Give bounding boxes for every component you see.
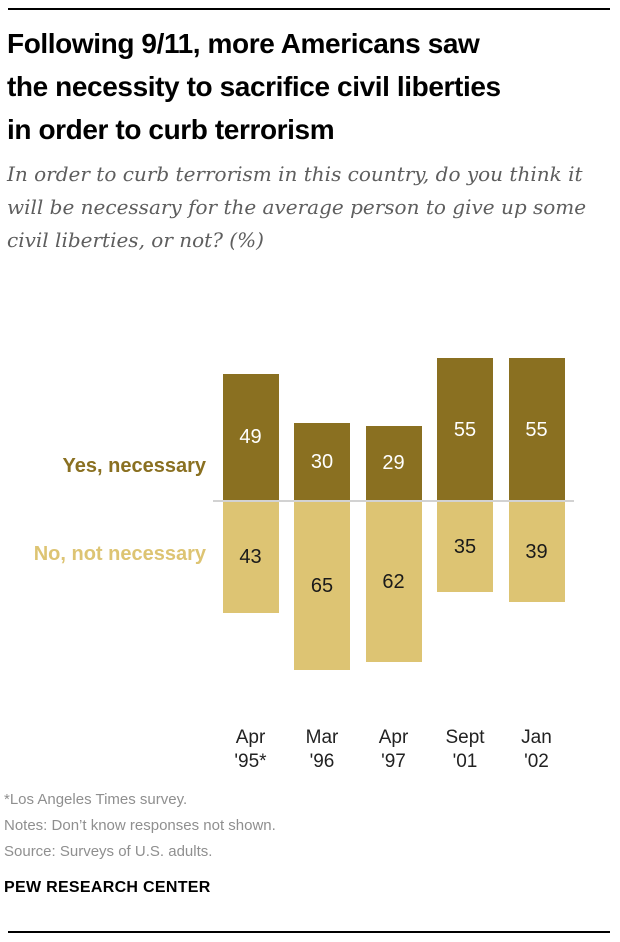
- footnote-notes: Notes: Don’t know responses not shown.: [4, 817, 276, 834]
- axis-label-month: Jan: [521, 727, 552, 748]
- axis-label-1: Mar '96: [286, 726, 358, 774]
- legend-label-yes: Yes, necessary: [62, 455, 206, 477]
- value-label: 65: [310, 574, 334, 597]
- bottom-divider: [8, 931, 610, 933]
- value-label: 49: [239, 426, 262, 449]
- axis-label-year: '95*: [234, 751, 267, 772]
- value-label: 55: [453, 418, 477, 441]
- axis-label-2: Apr '97: [358, 726, 430, 774]
- bar-segment-yes-3: 55: [437, 358, 493, 501]
- axis-label-month: Sept: [445, 727, 485, 748]
- chart-footnotes: *Los Angeles Times survey. Notes: Don’t …: [4, 787, 276, 865]
- bar-segment-no-3: 35: [437, 501, 493, 592]
- subtitle-line-2: will be necessary for the average person…: [7, 195, 587, 219]
- axis-label-month: Apr: [378, 727, 409, 748]
- value-label: 43: [239, 545, 262, 568]
- value-label: 55: [525, 418, 548, 441]
- page-title: Following 9/11, more Americans saw the n…: [7, 22, 615, 151]
- value-label: 30: [310, 451, 334, 473]
- value-label: 35: [453, 535, 477, 558]
- top-divider: [8, 8, 610, 10]
- axis-label-3: Sept '01: [429, 726, 501, 774]
- bar-segment-no-1: 65: [294, 501, 350, 670]
- axis-label-year: '96: [309, 751, 335, 772]
- bar-segment-yes-4: 55: [508, 358, 565, 501]
- axis-label-0: Apr '95*: [215, 726, 287, 774]
- legend-label-no: No, not necessary: [33, 543, 206, 565]
- bar-segment-no-0: 43: [222, 501, 279, 613]
- axis-label-month: Apr: [235, 727, 266, 748]
- bar-segment-yes-1: 30: [294, 423, 350, 501]
- axis-label-year: '97: [381, 751, 406, 772]
- value-label: 29: [382, 452, 405, 475]
- subtitle-line-1: In order to curb terrorism in this count…: [7, 162, 583, 186]
- brand-pew-research-center: PEW RESEARCH CENTER: [4, 879, 211, 896]
- subtitle-line-3: civil liberties, or not? (%): [7, 228, 264, 252]
- chart-subtitle: In order to curb terrorism in this count…: [7, 158, 617, 257]
- axis-label-year: '02: [524, 751, 549, 772]
- chart-baseline: [213, 500, 574, 502]
- value-label: 39: [525, 540, 548, 563]
- title-line-2: the necessity to sacrifice civil liberti…: [7, 71, 501, 102]
- title-line-1: Following 9/11, more Americans saw: [7, 28, 480, 59]
- bar-segment-no-2: 62: [365, 501, 422, 663]
- axis-label-4: Jan '02: [501, 726, 573, 774]
- bar-segment-yes-0: 49: [222, 373, 279, 501]
- footnote-source: Source: Surveys of U.S. adults.: [4, 843, 213, 860]
- axis-label-year: '01: [452, 751, 478, 772]
- title-line-3: in order to curb terrorism: [7, 114, 335, 145]
- axis-label-month: Mar: [305, 727, 339, 748]
- value-label: 62: [382, 570, 405, 593]
- bar-segment-no-4: 39: [508, 501, 565, 603]
- footnote-asterisk: *Los Angeles Times survey.: [4, 791, 188, 808]
- bar-segment-yes-2: 29: [365, 425, 422, 501]
